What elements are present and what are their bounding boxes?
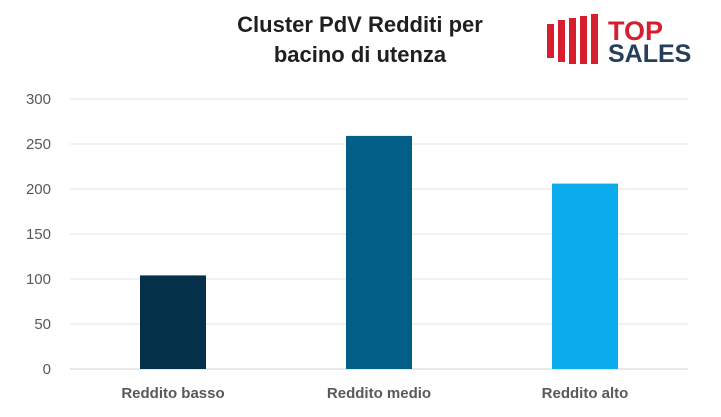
logo-bar-icon bbox=[558, 20, 565, 62]
logo-text-bottom: SALES bbox=[608, 40, 691, 66]
y-tick-label: 50 bbox=[34, 316, 51, 333]
x-category-label: Reddito alto bbox=[542, 385, 629, 402]
bar-reddito-medio bbox=[346, 135, 412, 369]
bars bbox=[140, 135, 618, 369]
y-tick-label: 250 bbox=[26, 136, 51, 153]
x-category-label: Reddito medio bbox=[327, 385, 431, 402]
topsales-logo: TOP SALES bbox=[545, 14, 710, 66]
y-tick-label: 300 bbox=[26, 91, 51, 108]
logo-text-top: TOP bbox=[608, 16, 663, 46]
topsales-logo-graphic: TOP SALES bbox=[547, 14, 691, 66]
chart-title: Cluster PdV Redditi per bacino di utenza bbox=[180, 10, 540, 70]
y-axis-ticks: 0 50 100 150 200 250 300 bbox=[26, 91, 51, 378]
bar-reddito-alto bbox=[552, 183, 618, 369]
y-tick-label: 150 bbox=[26, 226, 51, 243]
y-tick-label: 0 bbox=[43, 361, 51, 378]
y-tick-label: 200 bbox=[26, 181, 51, 198]
chart-title-line-1: Cluster PdV Redditi per bbox=[237, 12, 483, 37]
logo-bar-icon bbox=[569, 18, 576, 64]
y-tick-label: 100 bbox=[26, 271, 51, 288]
x-axis-labels: Reddito basso Reddito medio Reddito alto bbox=[121, 385, 628, 402]
logo-bar-icon bbox=[591, 14, 598, 64]
logo-bar-icon bbox=[547, 24, 554, 58]
bar-reddito-basso bbox=[140, 275, 206, 369]
x-category-label: Reddito basso bbox=[121, 385, 224, 402]
logo-bars-icon bbox=[547, 14, 598, 64]
logo-bar-icon bbox=[580, 16, 587, 64]
chart-title-line-2: bacino di utenza bbox=[273, 42, 447, 67]
